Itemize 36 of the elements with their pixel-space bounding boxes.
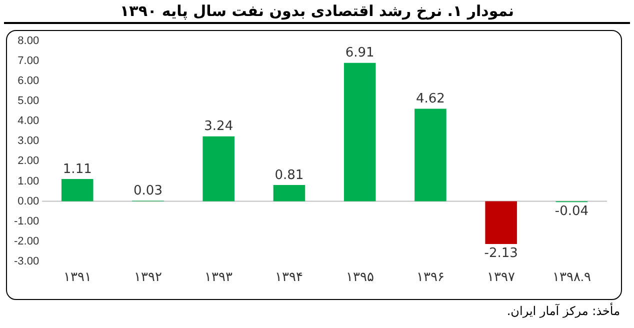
y-tick-label: 5.00 [18, 95, 40, 108]
data-label: -2.13 [484, 246, 518, 261]
bar [61, 179, 94, 202]
y-tick-label: 1.00 [18, 175, 40, 188]
x-tick-label: ۱۳۹۳ [204, 268, 233, 284]
y-tick-label: -1.00 [14, 215, 40, 228]
text: مأخذ: مرکز آمار ایران. [506, 304, 620, 318]
chart-title: نمودار ۱. نرخ رشد اقتصادی بدون نفت سال پایه ۱۳۹۰ [4, 0, 630, 24]
data-label: 6.91 [345, 46, 374, 61]
data-label: 1.11 [62, 162, 92, 177]
data-label: 4.62 [416, 92, 445, 107]
bar [414, 108, 446, 202]
data-label: 0.03 [134, 184, 162, 199]
y-tick-label: -3.00 [14, 255, 40, 268]
y-tick-label: 7.00 [18, 55, 40, 68]
x-tick-label: ۱۳۹۵ [346, 268, 374, 284]
y-tick-label: 0.00 [18, 195, 40, 208]
x-tick-label: ۱۳۹۲ [134, 268, 162, 284]
y-tick-label: 6.00 [18, 75, 40, 88]
x-tick-label: ۱۳۹۴ [275, 268, 304, 284]
x-tick-label: ۱۳۹۶ [416, 268, 444, 284]
x-tick-label: ۱۳۹۸.۹ [552, 268, 592, 284]
x-tick-label: ۱۳۹۷ [487, 268, 516, 284]
bar [273, 185, 306, 202]
y-tick-label: 4.00 [18, 115, 40, 128]
data-label: -0.04 [554, 204, 589, 219]
data-label: 0.81 [274, 168, 304, 183]
y-tick-label: -2.00 [14, 235, 40, 248]
y-tick-label: 3.00 [18, 135, 40, 148]
bar [485, 201, 517, 244]
bar [202, 136, 234, 202]
y-tick-label: 2.00 [18, 155, 40, 168]
data-label: 3.24 [204, 119, 234, 134]
y-tick-label: 8.00 [18, 35, 40, 48]
bar [344, 62, 376, 202]
x-tick-label: ۱۳۹۱ [63, 268, 92, 284]
